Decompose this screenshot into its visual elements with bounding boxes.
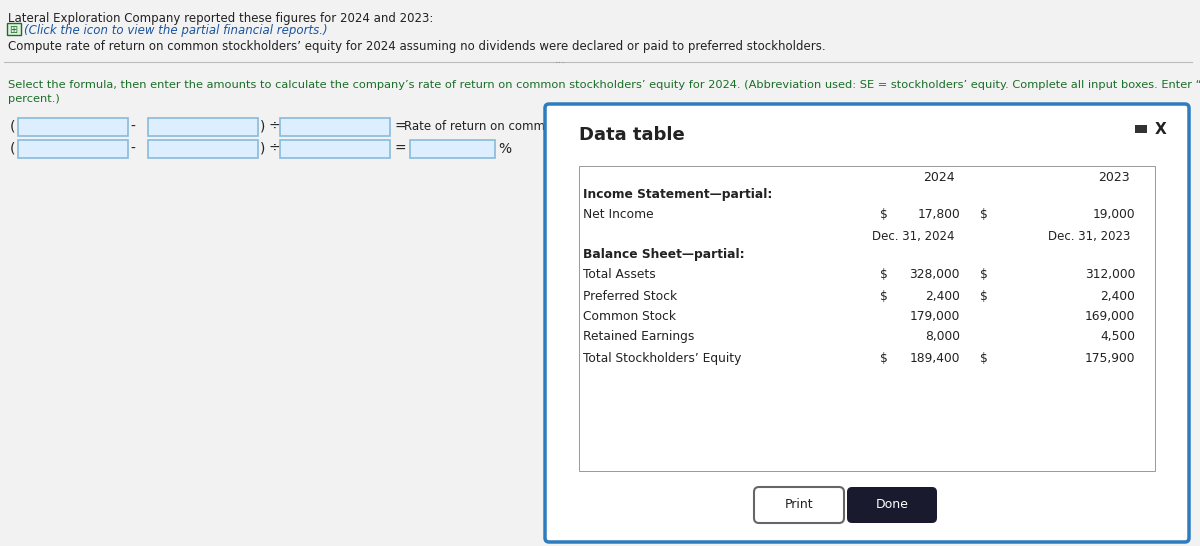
Text: Compute rate of return on common stockholders’ equity for 2024 assuming no divid: Compute rate of return on common stockho…: [8, 40, 826, 53]
Text: 2,400: 2,400: [1100, 290, 1135, 303]
Text: 2024: 2024: [923, 171, 955, 184]
FancyBboxPatch shape: [847, 487, 937, 523]
Text: $: $: [880, 268, 888, 281]
Text: (Click the icon to view the partial financial reports.): (Click the icon to view the partial fina…: [24, 24, 328, 37]
FancyBboxPatch shape: [7, 23, 22, 35]
Text: 2023: 2023: [1098, 171, 1130, 184]
Text: $: $: [880, 290, 888, 303]
Text: 8,000: 8,000: [925, 330, 960, 343]
Text: Dec. 31, 2024: Dec. 31, 2024: [872, 230, 955, 243]
Text: Net Income: Net Income: [583, 208, 654, 221]
Text: 189,400: 189,400: [910, 352, 960, 365]
Text: Income Statement—partial:: Income Statement—partial:: [583, 188, 773, 201]
FancyBboxPatch shape: [1135, 125, 1147, 133]
Text: $: $: [880, 352, 888, 365]
Text: 19,000: 19,000: [1092, 208, 1135, 221]
FancyBboxPatch shape: [410, 140, 496, 158]
FancyBboxPatch shape: [545, 104, 1189, 542]
Text: %: %: [498, 142, 511, 156]
Text: ): ): [260, 119, 265, 133]
Text: Dec. 31, 2023: Dec. 31, 2023: [1048, 230, 1130, 243]
Text: -: -: [130, 142, 134, 156]
Text: Balance Sheet—partial:: Balance Sheet—partial:: [583, 248, 745, 261]
FancyBboxPatch shape: [18, 140, 128, 158]
Text: (: (: [10, 141, 16, 155]
Text: Print: Print: [785, 498, 814, 512]
Text: 169,000: 169,000: [1085, 310, 1135, 323]
Text: $: $: [980, 268, 988, 281]
Text: 2,400: 2,400: [925, 290, 960, 303]
Text: ÷: ÷: [268, 141, 280, 155]
Text: $: $: [980, 208, 988, 221]
Text: 328,000: 328,000: [910, 268, 960, 281]
FancyBboxPatch shape: [754, 487, 844, 523]
FancyBboxPatch shape: [18, 118, 128, 136]
Text: $: $: [980, 290, 988, 303]
Text: Lateral Exploration Company reported these figures for 2024 and 2023:: Lateral Exploration Company reported the…: [8, 12, 433, 25]
Text: percent.): percent.): [8, 94, 60, 104]
Text: 17,800: 17,800: [917, 208, 960, 221]
Text: Data table: Data table: [580, 126, 685, 144]
FancyBboxPatch shape: [580, 166, 1154, 471]
FancyBboxPatch shape: [148, 140, 258, 158]
FancyBboxPatch shape: [280, 140, 390, 158]
Text: 4,500: 4,500: [1100, 330, 1135, 343]
Text: 312,000: 312,000: [1085, 268, 1135, 281]
Text: 175,900: 175,900: [1085, 352, 1135, 365]
Text: Common Stock: Common Stock: [583, 310, 676, 323]
Text: ···: ···: [554, 58, 565, 68]
Text: =: =: [394, 120, 406, 134]
Text: Preferred Stock: Preferred Stock: [583, 290, 677, 303]
Text: Total Assets: Total Assets: [583, 268, 655, 281]
Text: Select the formula, then enter the amounts to calculate the company’s rate of re: Select the formula, then enter the amoun…: [8, 80, 1200, 90]
FancyBboxPatch shape: [148, 118, 258, 136]
Text: $: $: [880, 208, 888, 221]
Text: Rate of return on common SE: Rate of return on common SE: [404, 120, 578, 133]
FancyBboxPatch shape: [280, 118, 390, 136]
Text: -: -: [130, 120, 134, 134]
Text: X: X: [1154, 122, 1166, 137]
Text: (: (: [10, 119, 16, 133]
Text: =: =: [394, 142, 406, 156]
Text: 179,000: 179,000: [910, 310, 960, 323]
Text: ⊞: ⊞: [10, 25, 17, 35]
Text: ÷: ÷: [268, 119, 280, 133]
Text: Retained Earnings: Retained Earnings: [583, 330, 695, 343]
Text: ): ): [260, 141, 265, 155]
Text: Done: Done: [876, 498, 908, 512]
Text: $: $: [980, 352, 988, 365]
Text: Total Stockholders’ Equity: Total Stockholders’ Equity: [583, 352, 742, 365]
